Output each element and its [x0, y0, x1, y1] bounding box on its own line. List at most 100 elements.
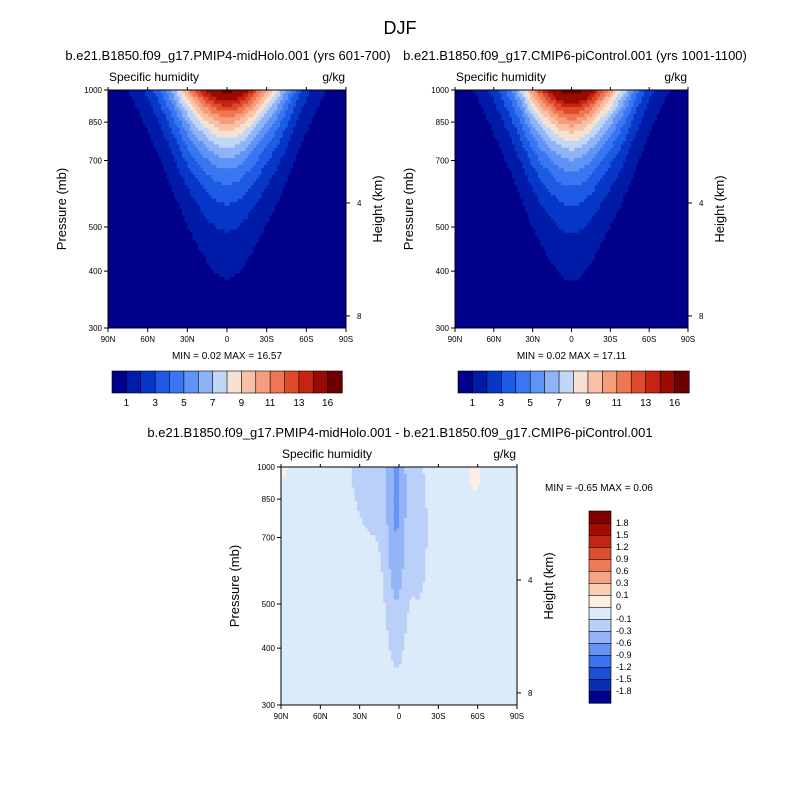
contour-cell — [320, 144, 323, 148]
contour-cell — [140, 209, 143, 213]
contour-cell — [293, 175, 296, 179]
contour-cell — [129, 161, 132, 165]
contour-cell — [320, 192, 323, 196]
contour-cell — [261, 253, 264, 257]
contour-cell — [211, 229, 214, 233]
contour-cell — [251, 233, 254, 237]
contour-cell — [208, 236, 211, 240]
contour-cell — [267, 124, 270, 128]
contour-cell — [214, 155, 217, 159]
contour-cell — [182, 233, 185, 237]
contour-cell — [119, 223, 122, 227]
contour-cell — [161, 223, 164, 227]
contour-cell — [222, 141, 225, 145]
contour-cell — [177, 100, 180, 104]
contour-cell — [293, 100, 296, 104]
contour-cell — [338, 155, 341, 159]
contour-cell — [333, 229, 336, 233]
contour-cell — [129, 206, 132, 210]
contour-cell — [230, 110, 233, 114]
contour-cell — [145, 195, 148, 199]
contour-cell — [153, 274, 156, 278]
contour-cell — [322, 195, 325, 199]
contour-cell — [216, 260, 219, 264]
contour-cell — [208, 185, 211, 189]
contour-cell — [208, 206, 211, 210]
contour-cell — [277, 260, 280, 264]
contour-cell — [166, 185, 169, 189]
contour-cell — [259, 138, 262, 142]
contour-cell — [134, 216, 137, 220]
contour-cell — [338, 110, 341, 114]
contour-cell — [246, 161, 249, 165]
contour-cell — [156, 233, 159, 237]
contour-cell — [145, 253, 148, 257]
contour-cell — [240, 243, 243, 247]
contour-cell — [325, 144, 328, 148]
contour-cell — [290, 100, 293, 104]
contour-cell — [238, 253, 241, 257]
contour-cell — [129, 185, 132, 189]
contour-cell — [272, 175, 275, 179]
contour-cell — [148, 138, 151, 142]
contour-cell — [129, 107, 132, 111]
contour-cell — [142, 144, 145, 148]
contour-cell — [124, 161, 127, 165]
contour-cell — [156, 90, 159, 94]
contour-cell — [156, 274, 159, 278]
contour-cell — [161, 233, 164, 237]
contour-cell — [320, 250, 323, 254]
contour-cell — [156, 257, 159, 261]
contour-cell — [164, 161, 167, 165]
contour-cell — [142, 138, 145, 142]
contour-cell — [338, 216, 341, 220]
contour-cell — [206, 246, 209, 250]
contour-cell — [174, 185, 177, 189]
contour-cell — [187, 223, 190, 227]
contour-cell — [116, 148, 119, 152]
contour-cell — [280, 121, 283, 125]
contour-cell — [238, 138, 241, 142]
contour-cell — [156, 107, 159, 111]
contour-cell — [240, 165, 243, 169]
contour-cell — [169, 144, 172, 148]
contour-cell — [142, 114, 145, 118]
contour-cell — [317, 100, 320, 104]
contour-cell — [150, 229, 153, 233]
contour-cell — [285, 216, 288, 220]
contour-cell — [119, 236, 122, 240]
contour-cell — [134, 134, 137, 138]
contour-cell — [243, 219, 246, 223]
contour-cell — [285, 219, 288, 223]
contour-cell — [298, 206, 301, 210]
contour-cell — [182, 138, 185, 142]
contour-cell — [293, 121, 296, 125]
contour-cell — [158, 267, 161, 271]
contour-cell — [222, 199, 225, 203]
contour-cell — [174, 240, 177, 244]
contour-cell — [216, 148, 219, 152]
contour-cell — [293, 250, 296, 254]
contour-cell — [238, 209, 241, 213]
contour-cell — [264, 243, 267, 247]
contour-cell — [261, 260, 264, 264]
contour-cell — [171, 257, 174, 261]
contour-cell — [111, 274, 114, 278]
contour-cell — [219, 260, 222, 264]
contour-cell — [259, 104, 262, 108]
contour-cell — [227, 178, 230, 182]
contour-cell — [132, 161, 135, 165]
contour-cell — [206, 277, 209, 281]
contour-cell — [153, 189, 156, 193]
contour-cell — [208, 263, 211, 267]
contour-cell — [251, 161, 254, 165]
contour-cell — [187, 178, 190, 182]
contour-cell — [261, 93, 264, 97]
contour-cell — [238, 260, 241, 264]
contour-cell — [325, 127, 328, 131]
contour-cell — [267, 158, 270, 162]
contour-cell — [232, 104, 235, 108]
contour-cell — [304, 253, 307, 257]
contour-cell — [129, 155, 132, 159]
contour-cell — [179, 97, 182, 101]
